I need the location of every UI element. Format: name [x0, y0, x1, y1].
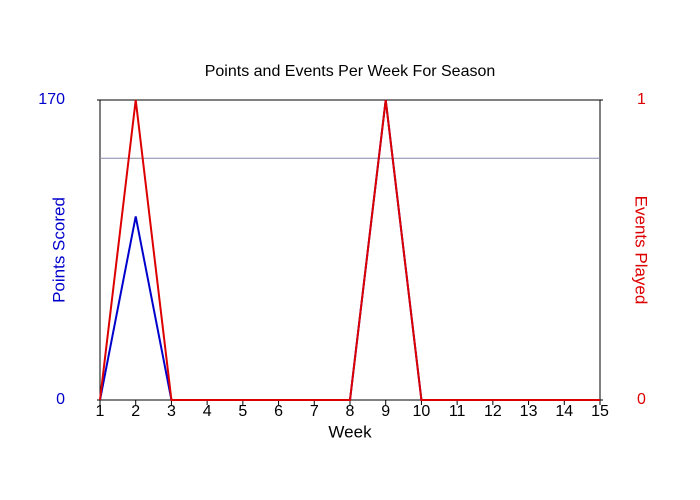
- x-tick-label: 7: [310, 403, 319, 420]
- y-tick-label: 0: [56, 391, 65, 408]
- x-tick-label: 9: [381, 403, 390, 420]
- y2-tick-label: 0: [637, 391, 646, 408]
- x-tick-label: 10: [413, 403, 431, 420]
- x-axis-label: Week: [328, 422, 372, 441]
- x-tick-label: 3: [167, 403, 176, 420]
- y2-axis-label: Events Played: [632, 196, 651, 305]
- x-tick-label: 2: [131, 403, 140, 420]
- x-tick-label: 12: [484, 403, 502, 420]
- x-tick-label: 8: [346, 403, 355, 420]
- series-line: [99, 99, 600, 401]
- x-tick-label: 1: [96, 403, 105, 420]
- x-tick-label: 11: [449, 403, 466, 420]
- x-tick-label: 14: [555, 403, 573, 420]
- x-tick-label: 13: [520, 403, 538, 420]
- y-axis-label: Points Scored: [49, 197, 68, 303]
- x-tick-label: 5: [238, 403, 247, 420]
- y2-tick-label: 1: [637, 91, 646, 108]
- chart-title: Points and Events Per Week For Season: [205, 63, 496, 80]
- y-tick-label: 170: [38, 91, 65, 108]
- x-tick-label: 15: [591, 403, 609, 420]
- x-tick-label: 6: [274, 403, 283, 420]
- x-tick-label: 4: [203, 403, 212, 420]
